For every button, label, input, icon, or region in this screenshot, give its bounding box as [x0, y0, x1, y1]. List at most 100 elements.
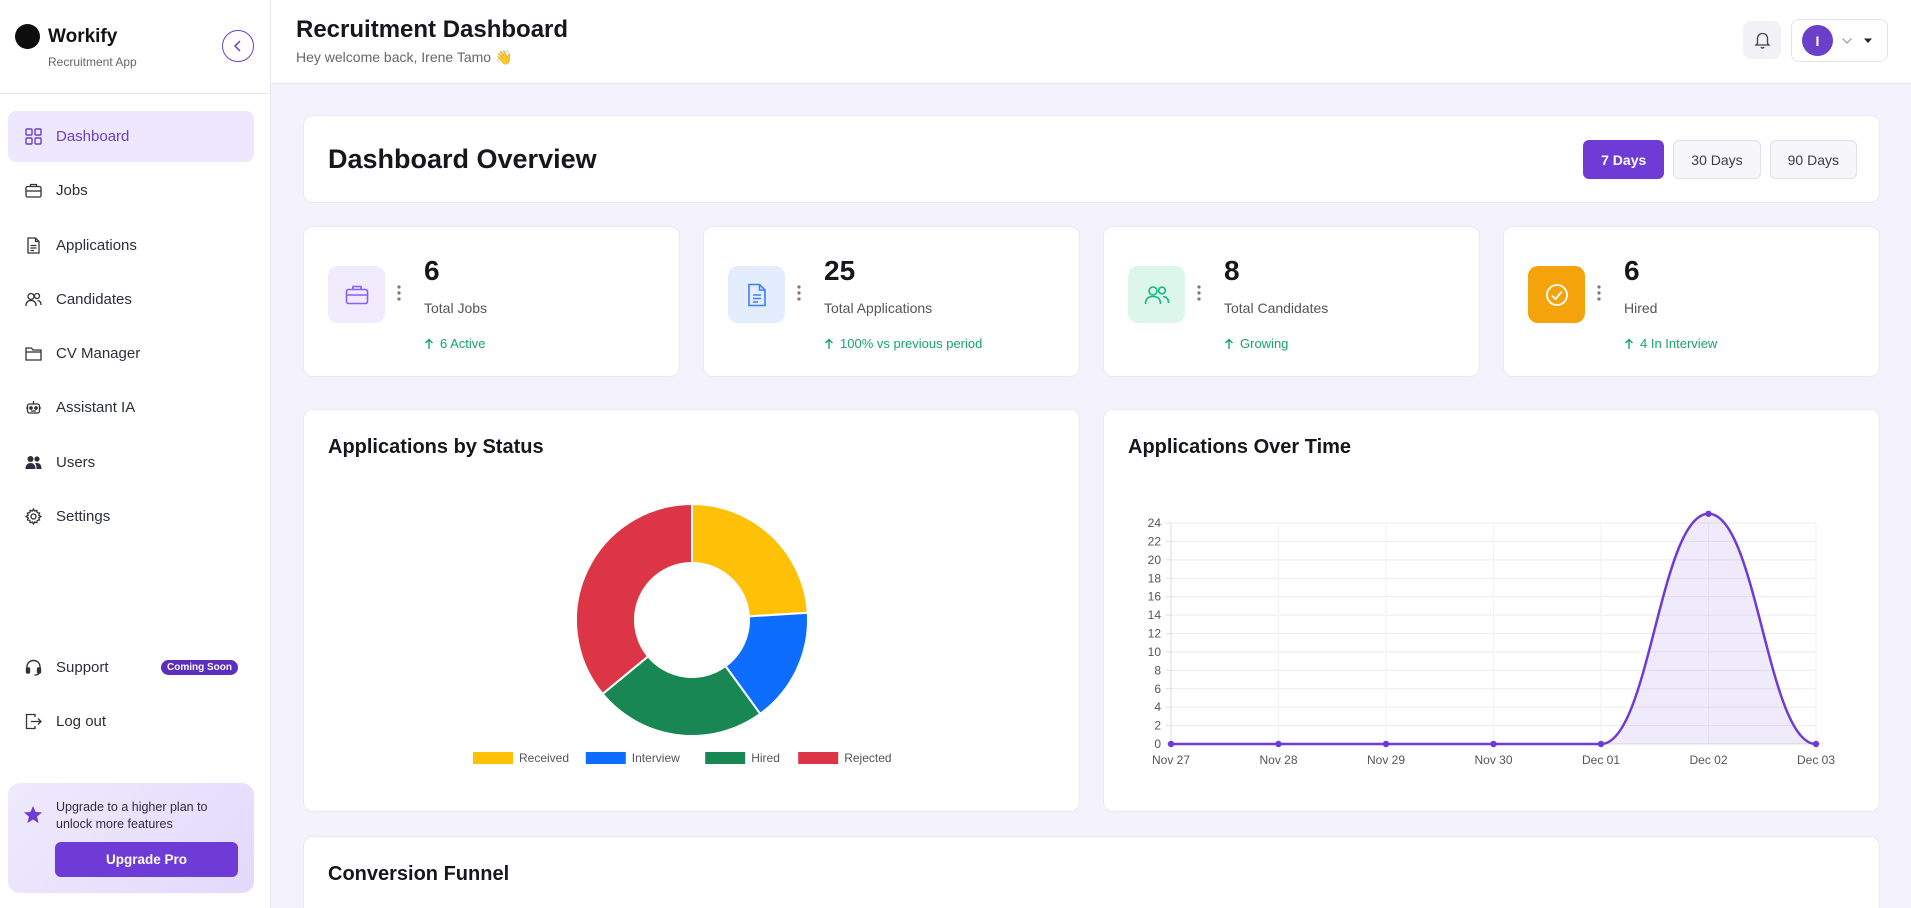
more-vertical-icon[interactable] [1197, 285, 1201, 301]
arrow-up-icon [425, 338, 433, 349]
document-icon [27, 236, 40, 254]
brand[interactable]: Workify [15, 24, 117, 49]
sidebar-nav: Dashboard Jobs Applications Candidates C… [8, 111, 254, 545]
stat-value: 6 [1624, 255, 1640, 286]
sidebar-item-label: Support [56, 659, 109, 676]
welcome-message: Hey welcome back, Irene Tamo 👋 [296, 49, 513, 65]
sidebar-item-label: CV Manager [56, 345, 141, 363]
stat-icon-box [1528, 266, 1585, 323]
stat-card-total-applications: 25 Total Applications 100% vs previous p… [703, 226, 1080, 377]
range-90-days-button[interactable]: 90 Days [1769, 140, 1857, 179]
data-point[interactable] [1275, 740, 1282, 748]
sidebar-item-assistant-ia[interactable]: Assistant IA [8, 382, 254, 433]
legend-swatch [585, 752, 626, 764]
more-vertical-icon[interactable] [397, 285, 401, 301]
notifications-button[interactable] [1743, 21, 1781, 59]
legend-swatch [705, 752, 746, 764]
stat-label: Total Candidates [1224, 300, 1329, 316]
upgrade-card: Upgrade to a higher plan to unlock more … [8, 783, 254, 893]
caret-down-icon [1864, 38, 1872, 43]
chart-title: Applications Over Time [1128, 436, 1352, 458]
stat-icon-box [728, 266, 785, 323]
sidebar-item-logout[interactable]: Log out [8, 696, 254, 747]
series-line [1171, 512, 1817, 746]
stat-icon-box [328, 266, 385, 323]
bell-icon [1753, 32, 1771, 49]
series-area [1171, 513, 1816, 744]
data-point[interactable] [1705, 510, 1712, 517]
legend-label[interactable]: Interview [632, 751, 680, 765]
brand-logo [15, 24, 40, 49]
stat-label: Total Jobs [424, 300, 488, 316]
user-menu-button[interactable]: I [1791, 19, 1888, 62]
data-point[interactable] [1490, 740, 1497, 748]
x-tick-label: Nov 27 [1152, 753, 1190, 767]
topbar: Recruitment Dashboard Hey welcome back, … [271, 0, 1911, 84]
y-tick-label: 6 [1154, 682, 1161, 696]
collapse-sidebar-button[interactable] [222, 30, 254, 62]
data-point[interactable] [1382, 740, 1390, 748]
grid-icon [25, 128, 42, 145]
sidebar-divider [0, 93, 271, 94]
brand-subtitle: Recruitment App [48, 55, 137, 69]
sidebar-item-support[interactable]: Support Coming Soon [8, 642, 254, 693]
sidebar-item-label: Log out [56, 713, 107, 731]
sidebar-item-settings[interactable]: Settings [8, 491, 254, 542]
stat-value: 8 [1224, 255, 1240, 286]
donut-slice-rejected[interactable] [575, 502, 693, 696]
stat-trend-text: 100% vs previous period [840, 336, 983, 351]
y-tick-label: 12 [1148, 627, 1162, 641]
page-title: Recruitment Dashboard [296, 16, 569, 43]
arrow-up-icon [1225, 338, 1233, 349]
more-vertical-icon[interactable] [1597, 285, 1601, 301]
applications-over-time-card: Applications Over Time 0 2 4 6 8 10 12 14 16 18 20… [1103, 409, 1880, 812]
legend-swatch [798, 752, 839, 764]
y-tick-label: 22 [1148, 534, 1162, 548]
sidebar-item-users[interactable]: Users [8, 437, 254, 488]
chart-title: Conversion Funnel [328, 863, 510, 885]
stat-trend: 100% vs previous period [824, 336, 982, 351]
stat-card-hired: 6 Hired 4 In Interview [1503, 226, 1880, 377]
headset-icon [25, 659, 42, 676]
briefcase-icon [345, 285, 368, 304]
donut-slice-received[interactable] [691, 502, 809, 618]
sidebar-item-applications[interactable]: Applications [8, 220, 254, 271]
range-7-days-button[interactable]: 7 Days [1583, 140, 1665, 179]
x-tick-label: Nov 29 [1367, 753, 1405, 767]
chevron-left-icon [233, 40, 241, 52]
x-tick-label: Dec 01 [1582, 753, 1620, 767]
sidebar-item-label: Assistant IA [56, 399, 136, 417]
x-tick-label: Nov 30 [1474, 753, 1512, 767]
sidebar-item-label: Applications [56, 236, 137, 254]
sidebar-item-candidates[interactable]: Candidates [8, 274, 254, 325]
legend-label[interactable]: Received [519, 751, 569, 765]
donut-slice-hired[interactable] [601, 654, 762, 737]
upgrade-pro-button[interactable]: Upgrade Pro [55, 842, 238, 877]
stat-trend-text: Growing [1240, 336, 1289, 351]
stat-trend-text: 4 In Interview [1640, 336, 1718, 351]
upgrade-text: Upgrade to a higher plan to unlock more … [56, 800, 208, 831]
date-range-selector: 7 Days 30 Days 90 Days [1574, 140, 1857, 179]
stat-card-total-candidates: 8 Total Candidates Growing [1103, 226, 1480, 377]
sidebar-item-dashboard[interactable]: Dashboard [8, 111, 254, 162]
people-icon [1144, 285, 1169, 304]
data-point[interactable] [1597, 740, 1605, 748]
y-tick-label: 10 [1148, 645, 1162, 659]
y-tick-label: 20 [1148, 553, 1162, 567]
sidebar-item-label: Candidates [56, 290, 132, 308]
star-icon [24, 806, 42, 823]
sidebar-item-label: Dashboard [56, 128, 130, 145]
data-point[interactable] [1812, 740, 1820, 748]
legend-label[interactable]: Rejected [844, 751, 891, 765]
more-vertical-icon[interactable] [797, 285, 801, 301]
sidebar-item-cv-manager[interactable]: CV Manager [8, 328, 254, 379]
users-icon [25, 455, 42, 469]
data-point[interactable] [1167, 740, 1175, 748]
people-icon [25, 292, 42, 306]
sidebar-item-jobs[interactable]: Jobs [8, 165, 254, 216]
range-30-days-button[interactable]: 30 Days [1673, 140, 1761, 179]
stat-value: 25 [824, 255, 856, 286]
legend-label[interactable]: Hired [751, 751, 780, 765]
y-tick-label: 2 [1154, 719, 1161, 733]
